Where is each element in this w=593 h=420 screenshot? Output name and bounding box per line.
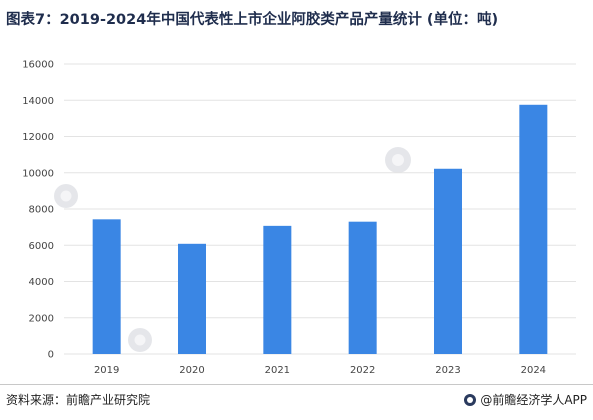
watermark-logo-icon xyxy=(54,184,78,208)
x-tick-label: 2020 xyxy=(179,365,204,376)
bar-2020 xyxy=(178,243,206,354)
x-tick-label: 2024 xyxy=(521,365,546,376)
y-tick-label: 4000 xyxy=(29,277,54,288)
y-tick-label: 10000 xyxy=(22,168,54,179)
watermark-logo-icon xyxy=(385,147,411,173)
y-tick-label: 8000 xyxy=(29,205,54,216)
bar-2019 xyxy=(92,219,121,354)
footer-divider xyxy=(0,384,593,385)
x-tick-label: 2023 xyxy=(435,365,460,376)
bar-2023 xyxy=(434,168,462,354)
source-note: 资料来源：前瞻产业研究院 xyxy=(6,393,151,407)
y-tick-label: 14000 xyxy=(22,96,54,107)
bar-2022 xyxy=(348,221,377,354)
chart-title: 图表7：2019-2024年中国代表性上市企业阿胶类产品产量统计 (单位：吨) xyxy=(6,12,499,28)
x-tick-label: 2021 xyxy=(265,365,290,376)
bar-2021 xyxy=(263,225,292,354)
x-tick-label: 2019 xyxy=(94,365,119,376)
y-tick-label: 0 xyxy=(48,350,54,361)
brand-credit-text: @前瞻经济学人APP xyxy=(480,393,587,407)
watermark-logo-icon xyxy=(128,328,152,352)
y-tick-label: 2000 xyxy=(29,313,54,324)
brand-logo-icon xyxy=(464,393,477,406)
bar-chart: 0 2000 4000 6000 8000 10000 12000 14000 16000 20… xyxy=(22,60,576,376)
y-tick-label: 6000 xyxy=(29,241,54,252)
brand-credit: @前瞻经济学人APP xyxy=(464,391,587,408)
watermark-group xyxy=(54,147,411,352)
y-tick-label: 12000 xyxy=(22,132,54,143)
bar-2024 xyxy=(519,104,548,354)
x-tick-label: 2022 xyxy=(350,365,375,376)
y-tick-label: 16000 xyxy=(22,60,54,71)
